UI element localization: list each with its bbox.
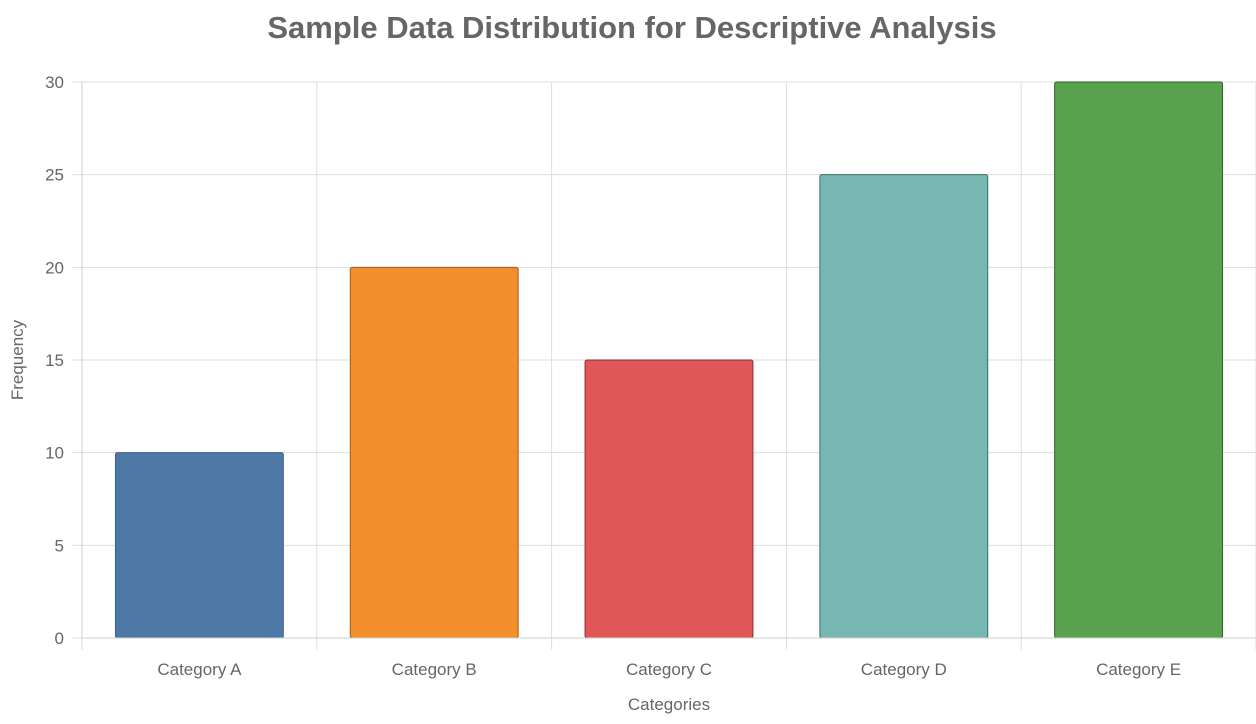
bar-category-b[interactable] <box>349 266 519 639</box>
y-tick-label: 30 <box>45 73 64 92</box>
x-tick-label: Category B <box>392 660 477 679</box>
bar-category-e[interactable] <box>1054 81 1224 639</box>
y-tick-label: 15 <box>45 351 64 370</box>
x-axis-label: Categories <box>628 695 710 714</box>
chart-axes <box>81 82 1256 639</box>
y-tick-label: 10 <box>45 444 64 463</box>
x-tick-label: Category E <box>1096 660 1181 679</box>
y-tick-label: 20 <box>45 258 64 277</box>
bar-category-c[interactable] <box>584 359 754 639</box>
chart-bars <box>114 81 1224 639</box>
bar-category-d[interactable] <box>819 174 989 639</box>
y-tick-label: 0 <box>55 629 64 648</box>
y-axis-ticks: 0 5 10 15 20 25 30 <box>45 73 64 648</box>
y-tick-label: 5 <box>55 536 64 555</box>
bar-category-a[interactable] <box>114 452 284 639</box>
x-axis-ticks: Category A Category B Category C Category D… <box>157 660 1181 679</box>
y-axis-label: Frequency <box>8 319 27 400</box>
chart-title: Sample Data Distribution for Descriptive… <box>267 10 996 45</box>
x-tick-label: Category C <box>626 660 712 679</box>
x-tick-label: Category A <box>157 660 242 679</box>
y-tick-label: 25 <box>45 166 64 185</box>
x-tick-label: Category D <box>861 660 947 679</box>
